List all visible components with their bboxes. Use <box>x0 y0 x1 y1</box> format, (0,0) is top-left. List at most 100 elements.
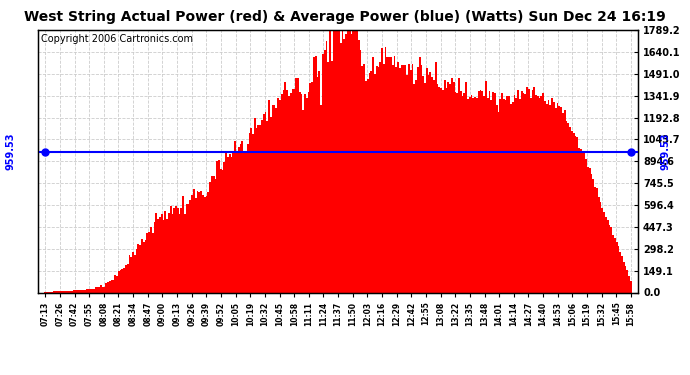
Bar <box>83 290 86 292</box>
Bar <box>338 30 340 292</box>
Bar <box>530 98 531 292</box>
Bar <box>384 47 386 292</box>
Bar <box>495 105 497 292</box>
Bar <box>630 281 632 292</box>
Bar <box>184 214 186 292</box>
Bar <box>447 82 449 292</box>
Bar <box>438 87 440 292</box>
Bar <box>564 110 566 292</box>
Bar <box>266 121 268 292</box>
Bar <box>362 66 363 292</box>
Bar <box>66 291 68 292</box>
Bar <box>415 80 417 292</box>
Bar <box>571 131 573 292</box>
Bar <box>469 97 471 292</box>
Bar <box>261 120 263 292</box>
Bar <box>455 92 456 292</box>
Bar <box>234 141 236 292</box>
Bar <box>118 271 119 292</box>
Bar <box>518 90 519 292</box>
Bar <box>422 76 424 292</box>
Bar <box>408 64 410 292</box>
Bar <box>221 170 224 292</box>
Bar <box>315 56 317 292</box>
Bar <box>446 88 447 292</box>
Bar <box>53 291 55 292</box>
Bar <box>195 198 197 292</box>
Bar <box>241 141 243 292</box>
Bar <box>295 78 297 292</box>
Bar <box>329 30 331 292</box>
Bar <box>211 177 213 292</box>
Bar <box>429 72 431 292</box>
Bar <box>97 287 98 292</box>
Bar <box>132 252 134 292</box>
Bar <box>354 30 356 292</box>
Bar <box>311 82 313 292</box>
Bar <box>207 192 209 292</box>
Bar <box>566 121 567 292</box>
Bar <box>437 84 438 292</box>
Bar <box>406 75 408 292</box>
Bar <box>401 64 402 292</box>
Bar <box>492 93 494 292</box>
Bar <box>386 57 388 292</box>
Bar <box>628 276 630 292</box>
Bar <box>435 62 437 292</box>
Bar <box>619 252 621 292</box>
Bar <box>506 96 509 292</box>
Bar <box>473 98 474 292</box>
Bar <box>109 281 110 292</box>
Bar <box>453 82 455 292</box>
Bar <box>110 280 112 292</box>
Bar <box>596 188 598 292</box>
Bar <box>119 270 121 292</box>
Bar <box>612 235 614 292</box>
Bar <box>569 127 571 292</box>
Bar <box>320 105 322 292</box>
Bar <box>353 30 354 292</box>
Bar <box>449 84 451 292</box>
Bar <box>539 99 540 292</box>
Bar <box>248 133 250 292</box>
Bar <box>68 291 70 292</box>
Bar <box>127 264 128 292</box>
Bar <box>591 174 593 292</box>
Bar <box>444 80 446 292</box>
Bar <box>578 148 580 292</box>
Bar <box>263 114 265 292</box>
Bar <box>308 92 309 292</box>
Bar <box>73 290 75 292</box>
Bar <box>177 208 179 292</box>
Bar <box>89 289 91 292</box>
Bar <box>623 262 624 292</box>
Bar <box>614 238 615 292</box>
Bar <box>474 97 476 292</box>
Bar <box>61 291 62 292</box>
Bar <box>200 191 202 292</box>
Bar <box>388 57 390 292</box>
Bar <box>482 92 483 292</box>
Bar <box>587 166 589 292</box>
Bar <box>375 66 377 292</box>
Bar <box>494 93 495 292</box>
Bar <box>75 290 77 292</box>
Bar <box>152 233 154 292</box>
Bar <box>413 84 415 292</box>
Bar <box>404 65 406 292</box>
Bar <box>621 256 623 292</box>
Bar <box>324 50 326 292</box>
Bar <box>95 288 97 292</box>
Bar <box>551 98 553 292</box>
Bar <box>368 73 371 292</box>
Bar <box>593 179 594 292</box>
Bar <box>431 77 433 292</box>
Bar <box>510 104 512 292</box>
Bar <box>419 57 420 292</box>
Bar <box>509 96 510 292</box>
Bar <box>497 112 500 292</box>
Bar <box>374 74 376 292</box>
Bar <box>193 189 195 292</box>
Bar <box>88 289 89 292</box>
Bar <box>238 147 239 292</box>
